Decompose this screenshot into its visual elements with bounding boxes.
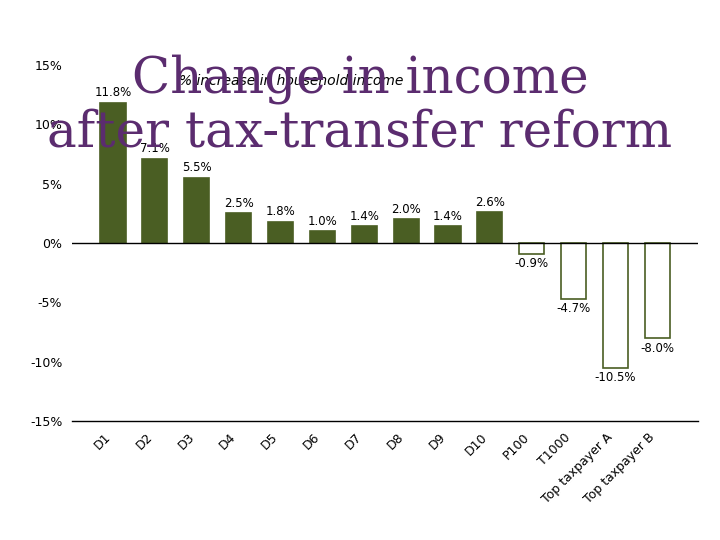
Text: -4.7%: -4.7% [557,302,590,315]
Text: 31: 31 [686,523,698,533]
Text: DEPARTMENT OF FINANCE: DEPARTMENT OF FINANCE [296,523,424,533]
Text: % increase in household income: % increase in household income [179,74,403,87]
Bar [394,219,419,243]
Text: 1.4%: 1.4% [433,210,463,223]
Text: 1.4%: 1.4% [349,210,379,223]
Bar [351,226,377,243]
Text: 2.5%: 2.5% [224,197,253,210]
Bar [143,159,168,243]
Text: 5.5%: 5.5% [182,161,212,174]
Bar [645,243,670,338]
Text: 1.8%: 1.8% [266,205,295,218]
Bar [477,212,503,243]
Text: 2.0%: 2.0% [391,202,421,215]
Text: 10/27/2016: 10/27/2016 [22,523,78,533]
Bar [101,103,125,243]
Text: -10.5%: -10.5% [595,372,636,384]
Bar [603,243,628,368]
Bar [436,226,461,243]
Bar [268,221,293,243]
Bar [519,243,544,254]
Text: 2.6%: 2.6% [475,195,505,208]
Text: -8.0%: -8.0% [640,342,675,355]
Text: 11.8%: 11.8% [94,86,132,99]
Text: 7.1%: 7.1% [140,142,170,155]
Bar [310,231,335,243]
Bar [226,213,251,243]
Bar [184,178,210,243]
Text: -0.9%: -0.9% [515,257,549,270]
Text: 1.0%: 1.0% [307,214,337,227]
Bar [561,243,586,299]
Text: Change in income
after tax-transfer reform: Change in income after tax-transfer refo… [48,54,672,157]
